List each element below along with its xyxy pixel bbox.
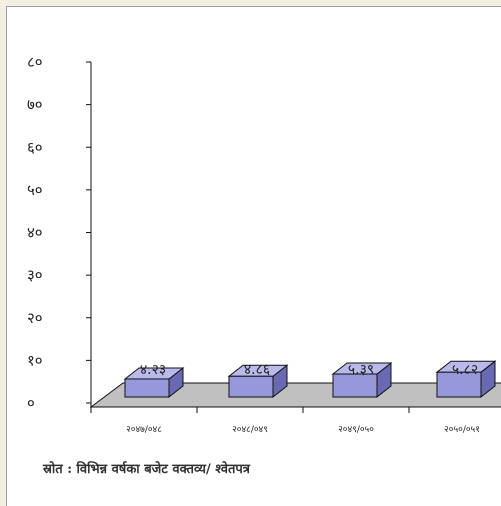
data-label: ५.३९: [348, 362, 374, 378]
bar: [332, 373, 378, 398]
y-tick-label: ०: [27, 394, 35, 412]
y-tick-label: ८०: [27, 53, 43, 71]
x-tick-label: २०४७/०४८: [126, 425, 162, 435]
data-label: ५.८२: [452, 362, 478, 378]
data-label: ४.८६: [244, 362, 270, 378]
y-tick-label: ४०: [27, 224, 43, 242]
x-tick-label: २०४९/०५०: [338, 425, 374, 435]
y-tick-label: ७०: [27, 96, 43, 114]
x-tick-label: २०४८/०४९: [232, 425, 268, 435]
bar: [228, 375, 274, 398]
bar-chart: ० १० २० ३० ४० ५० ६० ७० ८० ४.२३ ४.८६ ५.३९ ५.८२ २०४७/०४…: [27, 53, 501, 435]
y-tick-label: ५०: [27, 181, 43, 199]
source-note: स्रोत : विभिन्न वर्षका बजेट वक्तव्य/ श्व…: [43, 462, 250, 477]
y-tick-label: १०: [27, 351, 43, 369]
chart-frame: ० १० २० ३० ४० ५० ६० ७० ८० ४.२३ ४.८६ ५.३९ ५.८२ २०४७/०४…: [6, 6, 501, 506]
y-tick-label: ६०: [27, 138, 43, 156]
y-tick-label: २०: [27, 309, 43, 327]
bar: [124, 378, 170, 398]
data-label: ४.२३: [140, 362, 166, 378]
x-tick-label: २०५०/०५१: [444, 425, 480, 435]
bar: [436, 371, 482, 398]
y-tick-label: ३०: [27, 266, 43, 284]
